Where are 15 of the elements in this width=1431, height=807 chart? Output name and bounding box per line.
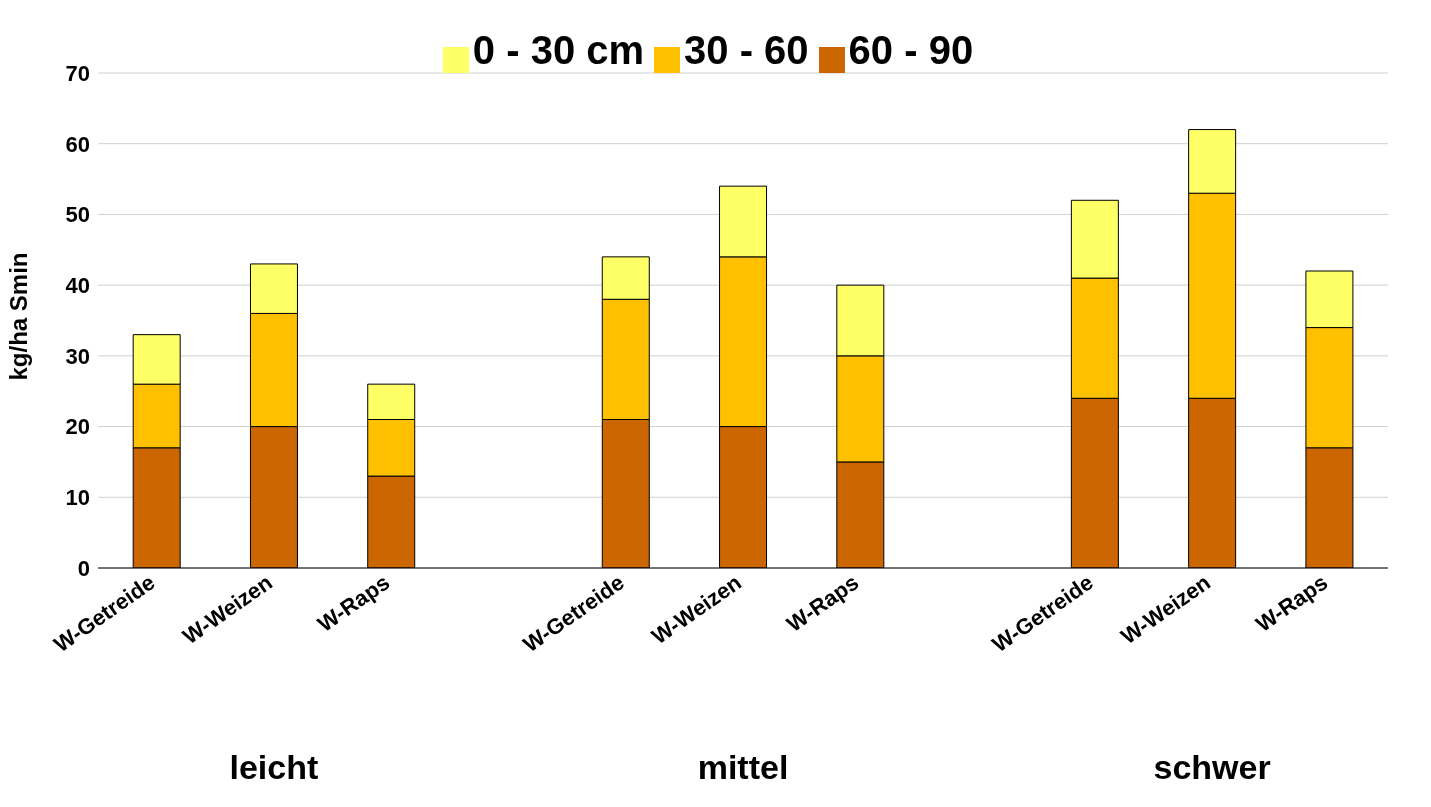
- y-tick-label: 0: [77, 555, 90, 581]
- y-tick-label: 10: [65, 485, 90, 511]
- text: mittel: [696, 748, 790, 787]
- y-tick-label: 50: [65, 202, 90, 228]
- text: schwer: [1152, 748, 1272, 787]
- y-tick-label: 40: [65, 272, 90, 298]
- legend-label: 30 - 60: [684, 28, 809, 72]
- y-axis-title: kg/ha Smin: [4, 252, 32, 381]
- y-tick-label: 70: [65, 60, 90, 86]
- y-tick-label: 30: [65, 343, 90, 369]
- legend-label: 0 - 30 cm: [472, 28, 645, 72]
- text: leicht: [228, 748, 320, 787]
- y-tick-label: 20: [65, 414, 90, 440]
- legend-label: 60 - 90: [848, 28, 974, 72]
- y-tick-label: 60: [65, 131, 90, 157]
